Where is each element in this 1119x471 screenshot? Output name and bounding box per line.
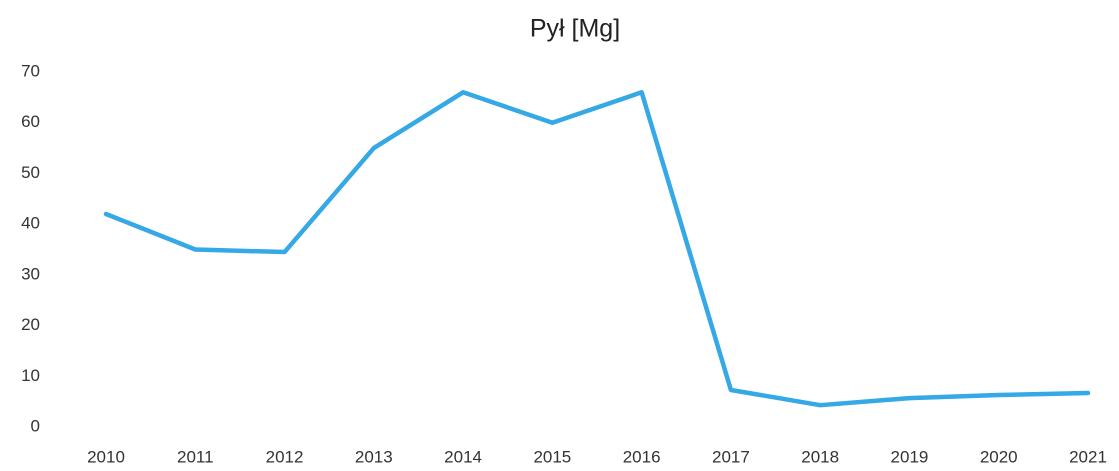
y-tick-label: 40	[21, 214, 40, 233]
x-tick-label: 2021	[1069, 447, 1107, 466]
y-tick-label: 30	[21, 264, 40, 283]
x-tick-label: 2020	[980, 447, 1018, 466]
x-tick-label: 2013	[355, 447, 393, 466]
y-tick-label: 20	[21, 315, 40, 334]
x-tick-label: 2014	[444, 447, 482, 466]
y-tick-label: 60	[21, 112, 40, 131]
x-tick-label: 2015	[533, 447, 571, 466]
x-tick-label: 2018	[801, 447, 839, 466]
x-tick-label: 2019	[891, 447, 929, 466]
x-tick-label: 2010	[87, 447, 125, 466]
x-tick-label: 2011	[177, 447, 214, 466]
y-tick-label: 50	[21, 163, 40, 182]
chart-title: Pył [Mg]	[530, 15, 620, 43]
x-tick-label: 2012	[266, 447, 304, 466]
line	[103, 90, 1091, 408]
x-tick-label: 2016	[623, 447, 661, 466]
y-tick-label: 0	[31, 416, 40, 435]
y-tick-label: 10	[21, 366, 40, 385]
y-tick-label: 70	[21, 61, 40, 80]
x-tick-label: 2017	[712, 447, 750, 466]
